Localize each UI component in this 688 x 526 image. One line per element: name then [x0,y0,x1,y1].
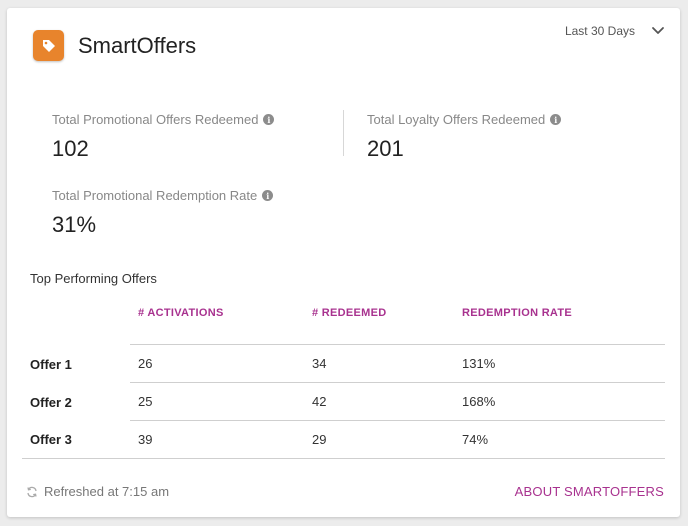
promo-rate-label: Total Promotional Redemption Rate i [52,188,274,203]
table-header-divider [130,344,665,345]
chevron-down-icon[interactable] [651,24,665,38]
offer-activations: 25 [138,394,153,409]
loyalty-redeemed-label: Total Loyalty Offers Redeemed i [367,112,562,127]
info-icon[interactable]: i [550,114,562,125]
refreshed-text: Refreshed at 7:15 am [44,484,170,499]
offer-row-name: Offer 1 [30,357,72,372]
refresh-status: Refreshed at 7:15 am [26,484,169,499]
promo-redeemed-value: 102 [52,136,89,161]
promo-redeemed-label-text: Total Promotional Offers Redeemed [52,112,259,127]
date-range-label: Last 30 Days [564,24,635,38]
col-header-activations: # ACTIVATIONS [138,307,224,319]
offer-row-name: Offer 3 [30,432,72,447]
loyalty-redeemed-value: 201 [367,136,404,161]
smartoffers-card: SmartOffers Last 30 Days Total Promotion… [7,8,680,517]
promo-rate-value: 31% [52,212,97,237]
promo-rate-label-text: Total Promotional Redemption Rate [52,188,258,203]
offer-activations: 26 [138,356,153,371]
info-icon[interactable]: i [263,114,275,125]
offer-activations: 39 [138,432,153,447]
offer-rate: 131% [462,356,496,371]
offer-redeemed: 42 [312,394,327,409]
offer-rate: 168% [462,394,496,409]
stats-divider [343,110,344,156]
about-smartoffers-link[interactable]: ABOUT SMARTOFFERS [514,484,664,499]
tag-icon [42,39,55,52]
offer-redeemed: 34 [312,356,327,371]
info-icon[interactable]: i [262,190,274,201]
promo-redeemed-label: Total Promotional Offers Redeemed i [52,112,275,127]
offer-redeemed: 29 [312,432,327,447]
app-icon [33,30,64,61]
refresh-icon[interactable] [26,486,38,498]
col-header-redemption-rate: REDEMPTION RATE [462,307,573,319]
loyalty-redeemed-label-text: Total Loyalty Offers Redeemed [367,112,546,127]
offer-row-name: Offer 2 [30,395,72,410]
date-range-select[interactable]: Last 30 Days [565,24,665,38]
row-divider [130,382,665,383]
app-title: SmartOffers [78,33,197,58]
col-header-redeemed: # REDEEMED [312,307,387,319]
offer-rate: 74% [462,432,489,447]
row-divider [130,420,665,421]
top-offers-title: Top Performing Offers [30,271,157,286]
table-bottom-divider [22,458,665,459]
